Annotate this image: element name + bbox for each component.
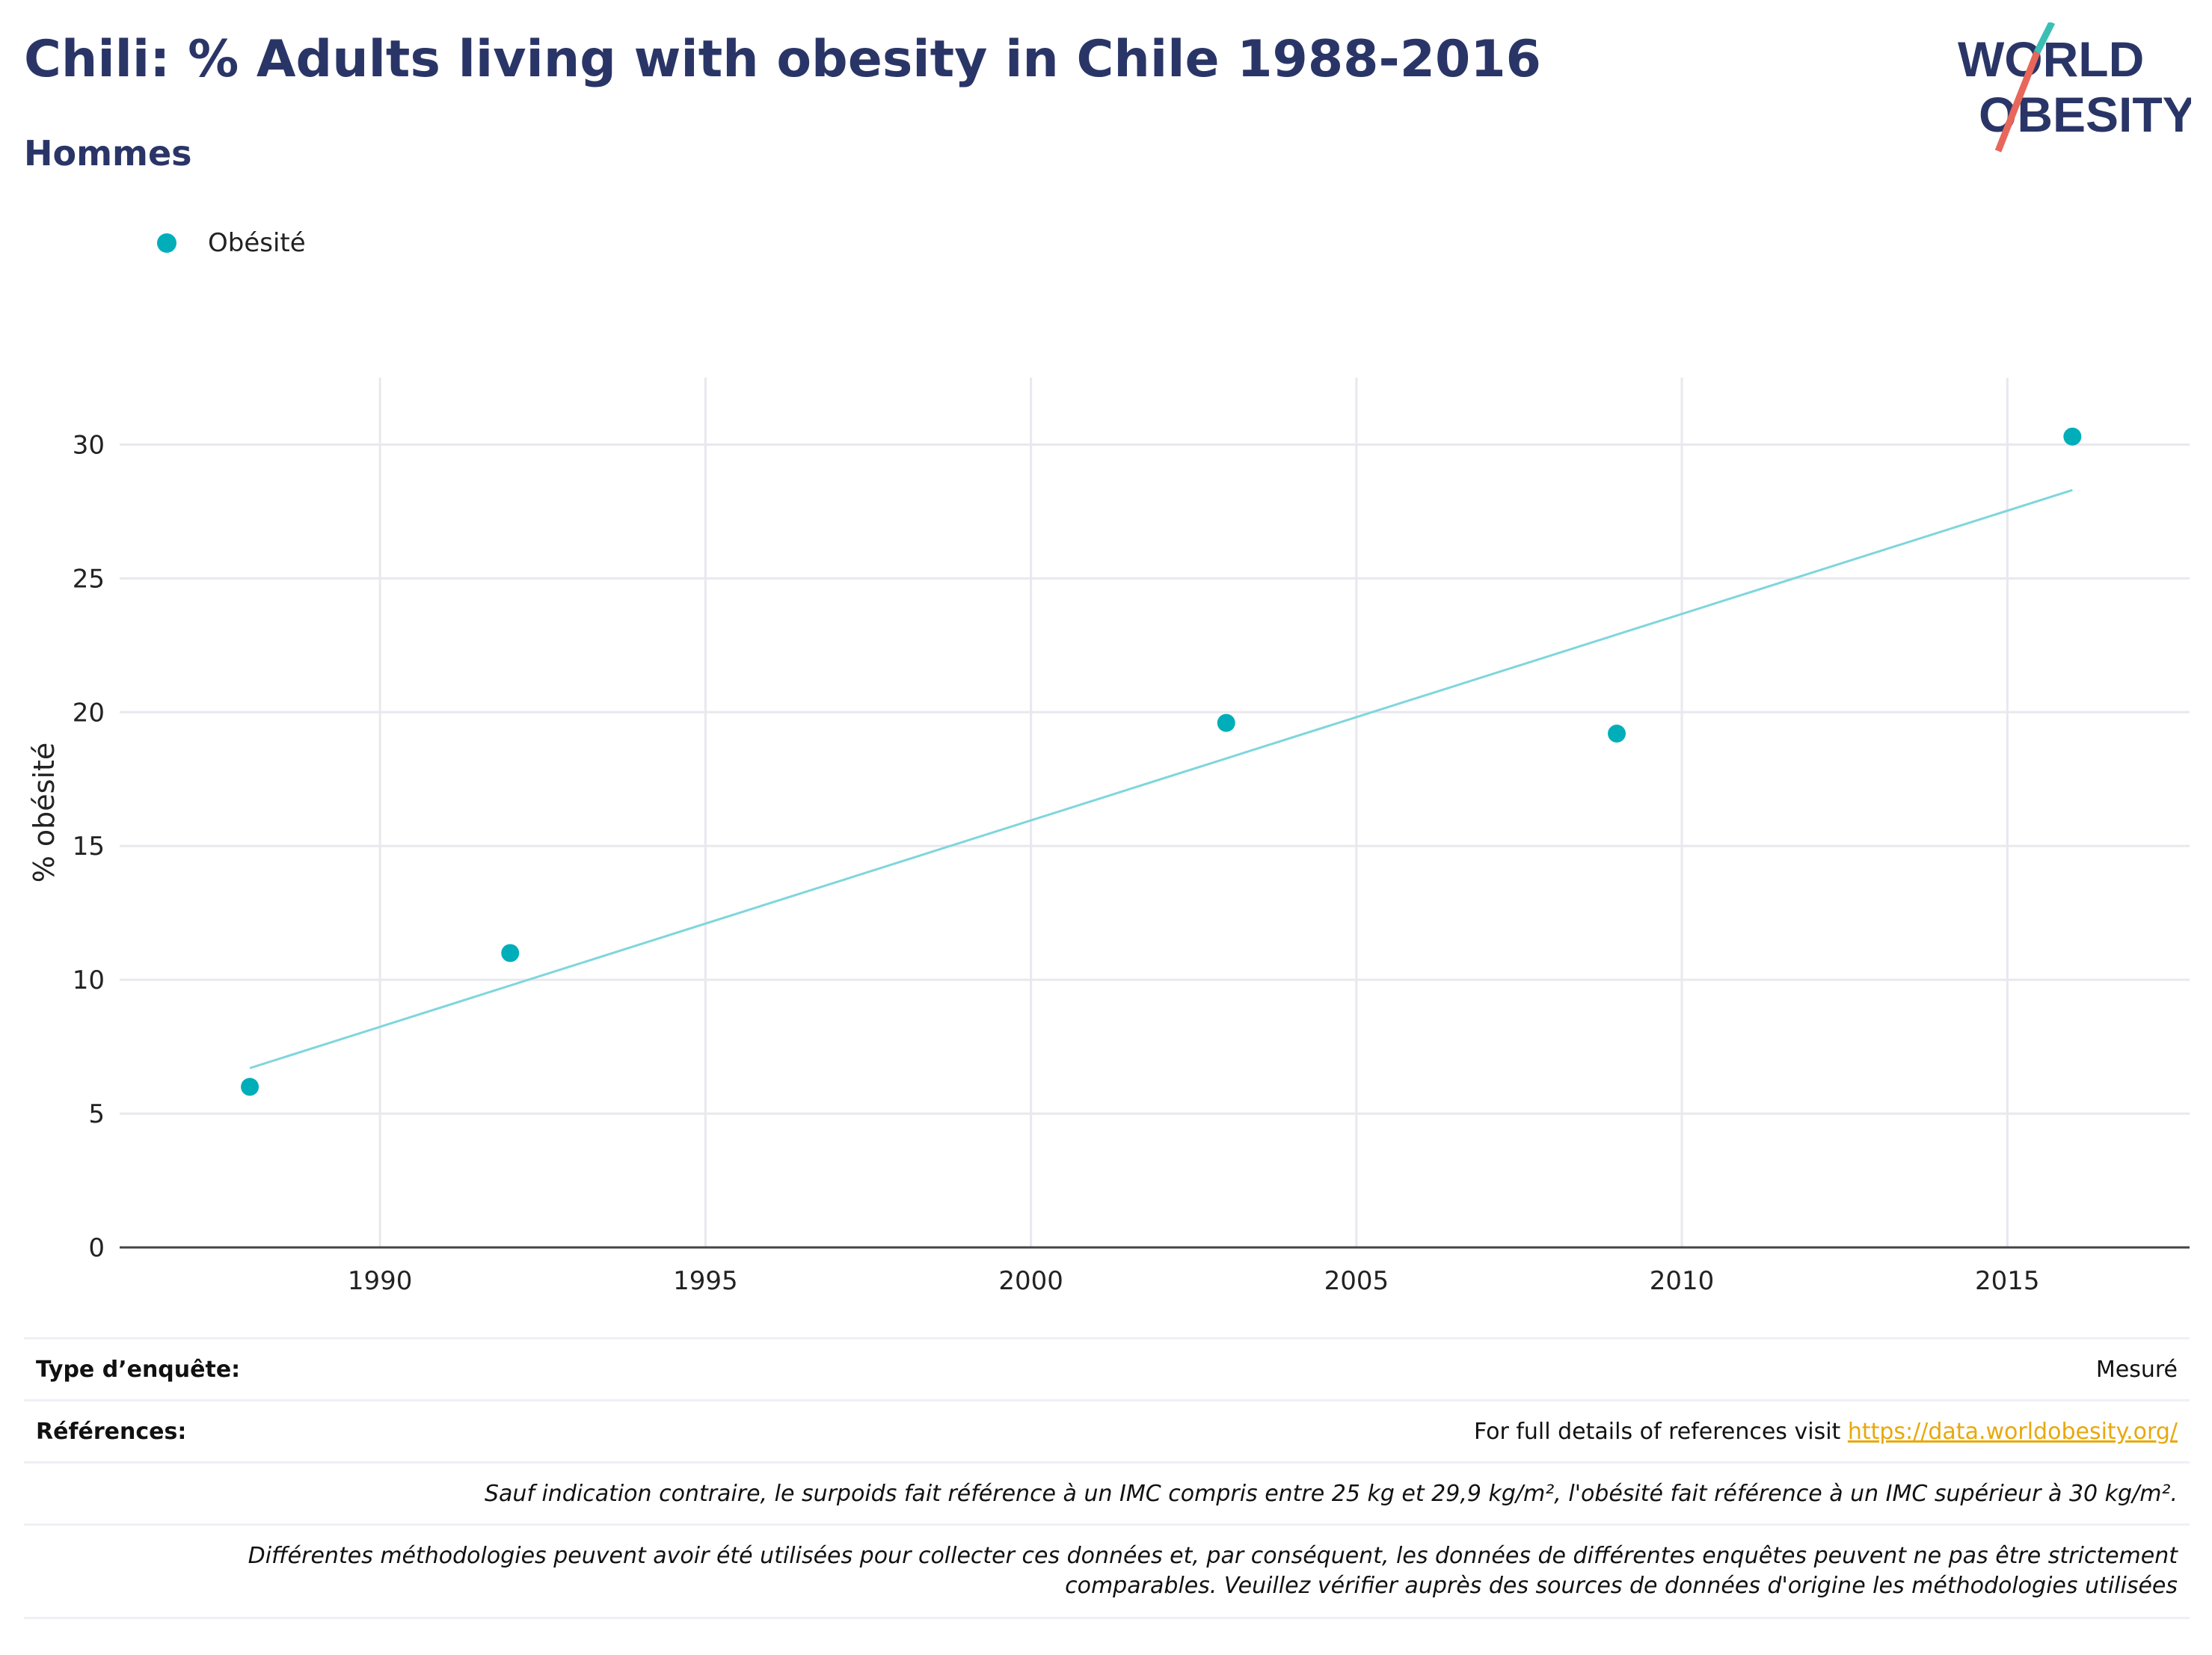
info-table: Type d’enquête: Mesuré Références: For f… [24, 1337, 2190, 1619]
note-row-1: Sauf indication contraire, le surpoids f… [24, 1461, 2190, 1523]
x-tick-label: 1990 [348, 1266, 413, 1296]
note-row-2: Différentes méthodologies peuvent avoir … [24, 1523, 2190, 1619]
data-point [1608, 724, 1626, 743]
data-point [1217, 713, 1235, 732]
world-obesity-logo: WORLD OBESITY [1958, 22, 2191, 153]
x-tick-label: 2015 [1975, 1266, 2040, 1296]
logo-world-text: WORLD [1958, 31, 2144, 87]
references-link[interactable]: https://data.worldobesity.org/ [1847, 1418, 2178, 1445]
y-tick-label: 15 [73, 832, 105, 862]
references-row: Références: For full details of referenc… [24, 1399, 2190, 1461]
methodology-note: Différentes méthodologies peuvent avoir … [36, 1541, 2178, 1601]
y-tick-label: 5 [88, 1099, 105, 1129]
scatter-chart: 0 5 10 15 20 25 30 1990 1995 2000 2005 2010 2015 % ob… [28, 378, 2190, 1296]
methodology-note-line2: comparables. Veuillez vérifier auprès de… [1065, 1573, 2178, 1599]
legend-label: Obésité [208, 228, 306, 258]
x-tick-label: 2005 [1324, 1266, 1389, 1296]
y-axis-label: % obésité [28, 743, 61, 883]
survey-type-row: Type d’enquête: Mesuré [24, 1337, 2190, 1399]
survey-type-label: Type d’enquête: [36, 1356, 241, 1383]
survey-type-value: Mesuré [2095, 1356, 2178, 1383]
legend: Obésité [157, 224, 306, 262]
y-tick-label: 30 [73, 430, 105, 460]
data-point [501, 944, 520, 962]
legend-marker [157, 233, 176, 253]
x-tick-label: 1995 [673, 1266, 738, 1296]
data-point [2063, 427, 2082, 446]
references-text: For full details of references visit [1473, 1418, 1848, 1445]
bmi-definition-note: Sauf indication contraire, le surpoids f… [484, 1480, 2178, 1507]
references-label: Références: [36, 1418, 187, 1445]
trend-line [249, 488, 2073, 1069]
y-tick-label: 20 [73, 698, 105, 728]
x-tick-label: 2010 [1650, 1266, 1715, 1296]
y-tick-label: 10 [73, 965, 105, 995]
data-point [241, 1078, 259, 1096]
y-tick-label: 0 [88, 1233, 105, 1263]
references-value: For full details of references visit htt… [1474, 1419, 2178, 1445]
y-tick-label: 25 [73, 564, 105, 594]
chart-title: Chili: % Adults living with obesity in C… [24, 30, 1541, 89]
x-tick-label: 2000 [998, 1266, 1063, 1296]
chart-subtitle: Hommes [24, 133, 192, 174]
methodology-note-line1: Différentes méthodologies peuvent avoir … [248, 1543, 2178, 1569]
